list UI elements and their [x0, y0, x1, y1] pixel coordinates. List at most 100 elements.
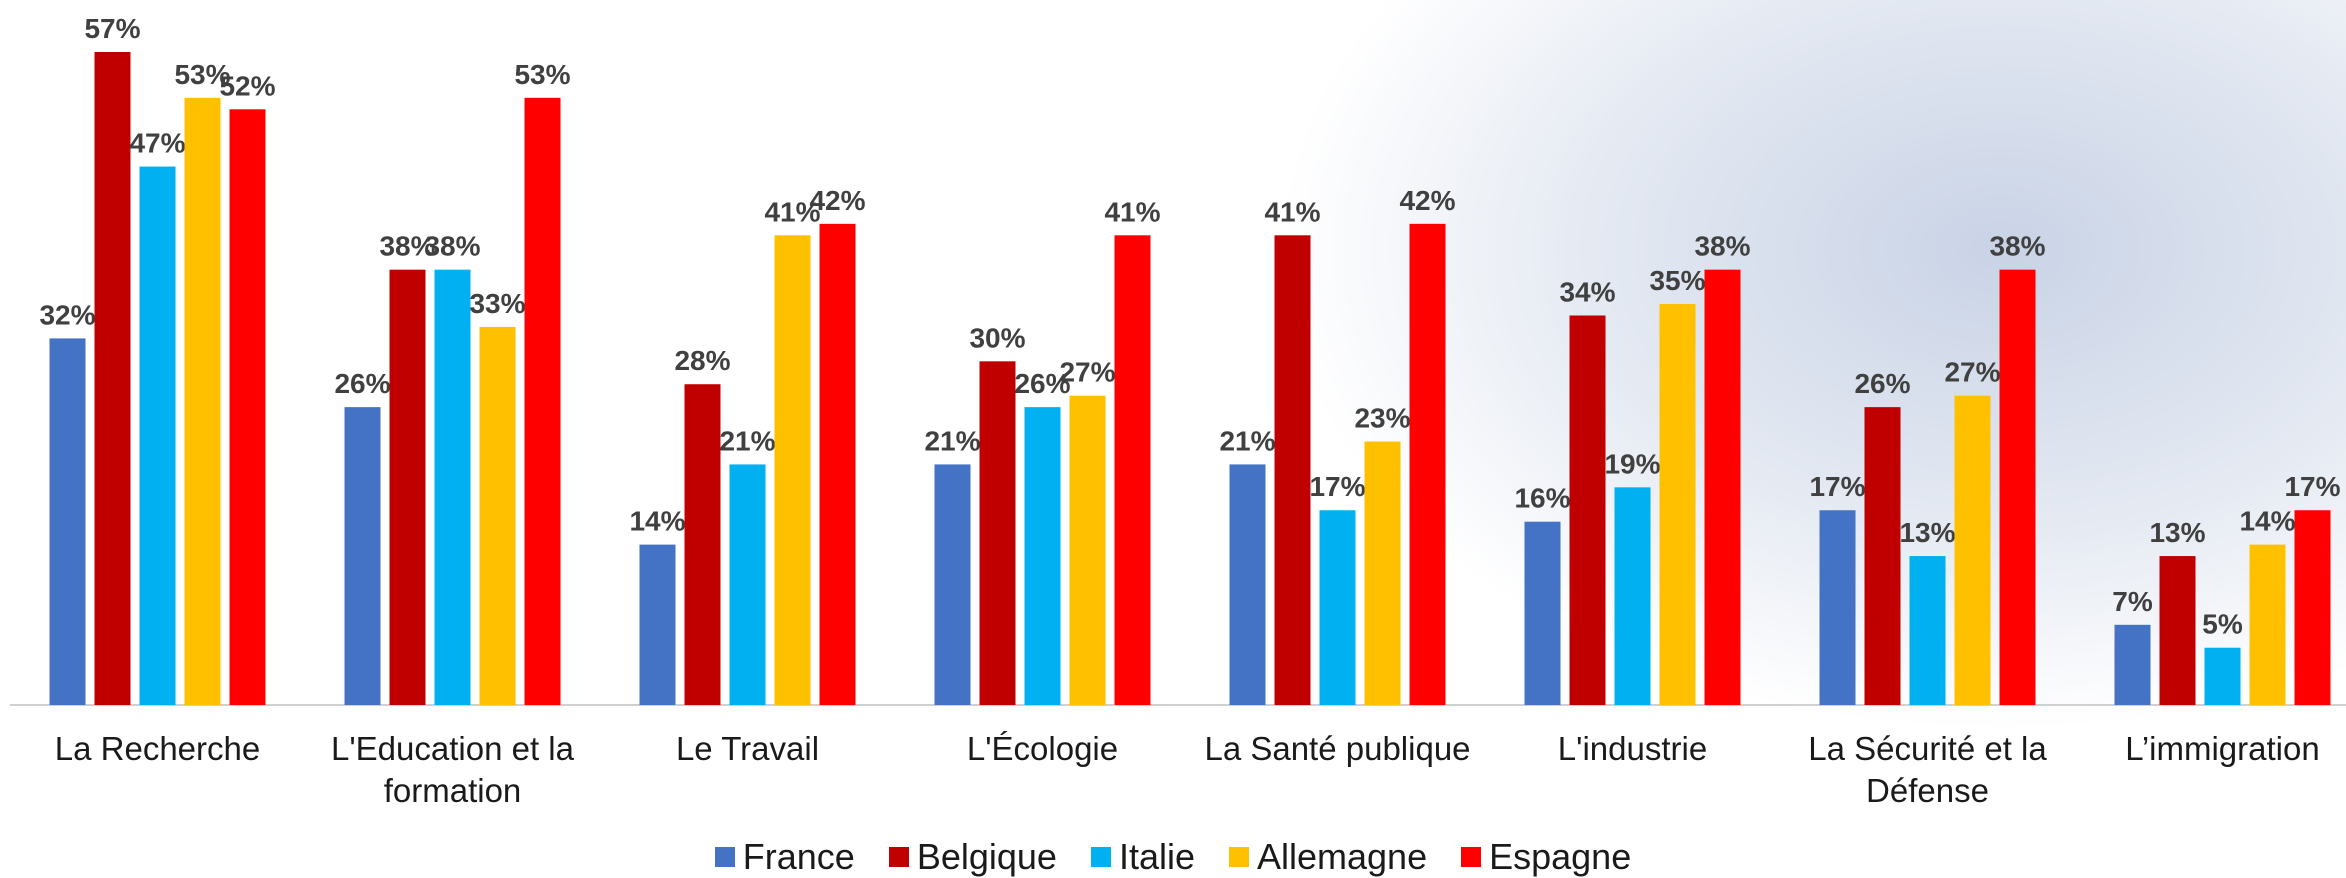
bar	[1114, 235, 1151, 705]
data-label: 19%	[1604, 448, 1660, 479]
bar	[389, 269, 426, 705]
data-label: 21%	[1219, 425, 1275, 456]
data-label: 53%	[514, 59, 570, 90]
bar	[934, 464, 971, 705]
legend-swatch	[1090, 847, 1111, 867]
data-label: 21%	[719, 425, 775, 456]
bar	[819, 223, 856, 705]
x-tick-label: Le Travail	[675, 730, 820, 767]
legend-label: Espagne	[1489, 836, 1632, 877]
bar	[1704, 269, 1741, 705]
legend-item: Belgique	[888, 836, 1057, 878]
data-label: 27%	[1059, 357, 1115, 388]
data-label: 5%	[2202, 609, 2243, 640]
data-label: 13%	[2149, 517, 2205, 548]
legend-label: France	[742, 836, 855, 877]
x-tick-label: L'Écologie	[966, 730, 1119, 767]
data-label: 26%	[334, 368, 390, 399]
data-label: 7%	[2112, 586, 2153, 617]
legend-swatch	[888, 847, 909, 867]
bar	[344, 407, 381, 705]
bar	[979, 361, 1016, 705]
bar	[1409, 223, 1446, 705]
bar	[1614, 487, 1651, 705]
bar	[1274, 235, 1311, 705]
bar	[684, 384, 721, 705]
x-tick-label: La Recherche	[54, 730, 261, 767]
legend-item: Italie	[1090, 836, 1195, 878]
legend-swatch	[1461, 847, 1482, 867]
bar	[639, 544, 676, 705]
bar	[1999, 269, 2036, 705]
bar	[94, 52, 131, 705]
x-tick-label: L’immigration	[2125, 730, 2320, 767]
data-label: 27%	[1944, 357, 2000, 388]
bar	[774, 235, 811, 705]
x-tick-label: L'Education et la formation	[331, 730, 574, 809]
bar	[1319, 510, 1356, 705]
data-label: 28%	[674, 345, 730, 376]
bar	[1069, 395, 1106, 705]
bar	[1024, 407, 1061, 705]
bar	[1864, 407, 1901, 705]
legend: France Belgique Italie Allemagne Espagne	[0, 836, 2346, 878]
data-label: 42%	[1399, 185, 1455, 216]
data-label: 13%	[1899, 517, 1955, 548]
bar	[1524, 521, 1561, 705]
legend-item: Espagne	[1461, 836, 1631, 878]
data-label: 38%	[424, 231, 480, 262]
data-label: 52%	[219, 70, 275, 101]
bar	[2114, 624, 2151, 705]
data-label: 32%	[39, 299, 95, 330]
data-label: 47%	[129, 128, 185, 159]
data-label: 38%	[1989, 231, 2045, 262]
data-label: 42%	[809, 185, 865, 216]
bar	[139, 166, 176, 705]
bar	[184, 97, 221, 705]
bar	[1819, 510, 1856, 705]
x-tick-label: La Sécurité et la Défense	[1808, 730, 2047, 809]
bar	[229, 109, 266, 705]
bar	[1659, 304, 1696, 705]
legend-swatch	[1228, 847, 1249, 867]
data-label: 41%	[1104, 196, 1160, 227]
legend-swatch	[714, 847, 735, 867]
bar	[1229, 464, 1266, 705]
data-label: 17%	[1309, 471, 1365, 502]
data-label: 30%	[969, 322, 1025, 353]
x-tick-label: La Santé publique	[1204, 730, 1471, 767]
data-label: 41%	[764, 196, 820, 227]
data-label: 16%	[1514, 483, 1570, 514]
bar	[2159, 556, 2196, 705]
bar	[1954, 395, 1991, 705]
data-label: 38%	[379, 231, 435, 262]
data-label: 34%	[1559, 276, 1615, 307]
bar	[729, 464, 766, 705]
bar	[49, 338, 86, 705]
data-label: 17%	[1809, 471, 1865, 502]
legend-item: France	[714, 836, 855, 878]
x-tick-label: L'industrie	[1557, 730, 1708, 767]
data-label: 21%	[924, 425, 980, 456]
legend-label: Allemagne	[1256, 836, 1428, 877]
data-label: 53%	[174, 59, 230, 90]
bar	[2249, 544, 2286, 705]
bar	[524, 97, 561, 705]
legend-label: Belgique	[916, 836, 1057, 877]
data-label: 41%	[1264, 196, 1320, 227]
data-label: 26%	[1014, 368, 1070, 399]
legend-label: Italie	[1118, 836, 1195, 877]
bar	[1909, 556, 1946, 705]
bar	[2204, 647, 2241, 705]
bar	[1364, 441, 1401, 705]
data-label: 14%	[629, 506, 685, 537]
data-label: 57%	[84, 13, 140, 44]
data-label: 35%	[1649, 265, 1705, 296]
data-label: 17%	[2284, 471, 2340, 502]
bar	[2294, 510, 2331, 705]
data-label: 14%	[2239, 506, 2295, 537]
data-label: 23%	[1354, 403, 1410, 434]
bar	[434, 269, 471, 705]
